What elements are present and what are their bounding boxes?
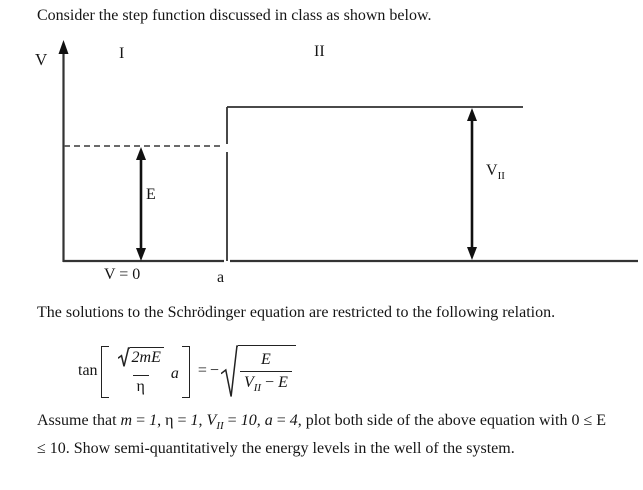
region-i-label: I (119, 45, 125, 62)
equals-sign: = (197, 362, 207, 380)
var-m: m (120, 412, 133, 429)
step-potential-diagram: V I II E VII V = 0 a (0, 40, 643, 292)
rhs-fraction: E VII − E (239, 350, 292, 395)
intro-text: Consider the step function discussed in … (37, 7, 432, 24)
relation-text: The solutions to the Schrödinger equatio… (37, 304, 556, 321)
lhs-fraction: 2mE η (114, 346, 168, 396)
potential-height-arrow (467, 108, 477, 260)
energy-label: E (146, 186, 156, 203)
energy-arrow (136, 147, 146, 261)
v-axis-label: V (35, 50, 48, 69)
baseline-label: V = 0 (104, 266, 141, 283)
radical-glyph-icon (221, 345, 238, 398)
lhs-radical-sign: 2mE (118, 346, 164, 367)
var-v: V (206, 412, 217, 429)
energy-arrowhead-up-icon (136, 147, 146, 160)
region-ii-label: II (314, 43, 325, 60)
step-height-label: VII (486, 162, 505, 183)
transcendental-equation: tan 2mE η a = − E VII − E (78, 345, 296, 398)
rhs-numerator: E (261, 350, 271, 368)
rhs-radical: E VII − E (221, 345, 296, 398)
lhs-factor-a: a (170, 365, 179, 383)
v-axis-arrowhead-icon (58, 40, 69, 54)
minus-sign: − (209, 362, 219, 380)
radical-glyph-icon (118, 347, 130, 367)
var-a: a (264, 412, 273, 429)
tan-function-label: tan (78, 362, 98, 380)
lhs-sqrt-argument: 2mE (129, 346, 164, 367)
var-eta: η (165, 412, 174, 429)
left-bracket (100, 345, 109, 398)
energy-arrowhead-down-icon (136, 248, 146, 261)
assumption-text: Assume that m = 1, η = 1, VII = 10, a = … (37, 412, 606, 457)
potential-arrowhead-up-icon (467, 108, 477, 121)
rhs-denominator: VII − E (239, 371, 292, 395)
step-position-label: a (217, 269, 225, 286)
potential-arrowhead-down-icon (467, 247, 477, 260)
diagram-canvas (58, 40, 638, 263)
right-bracket (181, 345, 190, 398)
lhs-denominator: η (132, 374, 149, 396)
